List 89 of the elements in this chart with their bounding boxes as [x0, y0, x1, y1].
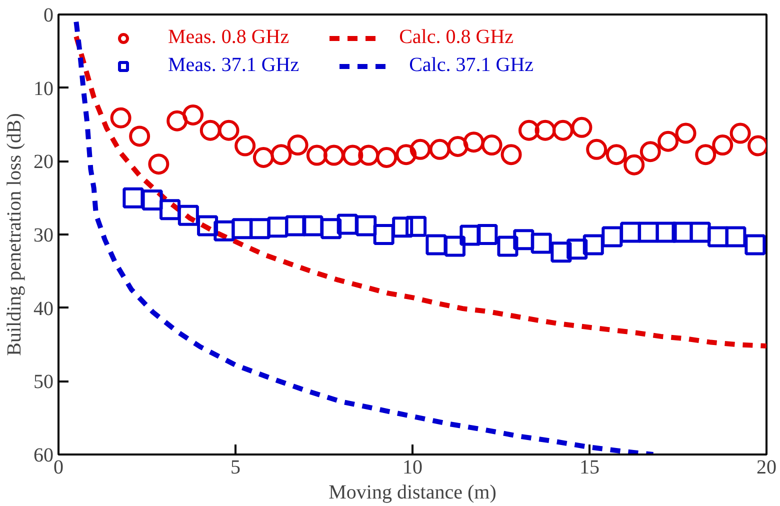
y-tick-label: 40: [34, 298, 54, 320]
point: [234, 135, 256, 156]
point: [148, 154, 170, 175]
point: [586, 138, 608, 160]
point: [267, 216, 288, 238]
point: [336, 214, 358, 235]
point: [142, 190, 163, 211]
x-tick-label: 5: [230, 456, 240, 478]
point: [110, 107, 132, 128]
x-axis-title: Moving distance (m): [328, 482, 496, 504]
point: [270, 144, 292, 166]
point: [638, 222, 659, 243]
point: [606, 144, 627, 166]
point: [285, 215, 306, 236]
point: [497, 236, 518, 257]
x-tick-label: 20: [756, 456, 776, 478]
point: [690, 222, 711, 243]
y-tick-label: 60: [34, 444, 54, 466]
point: [392, 216, 414, 238]
point: [672, 222, 693, 243]
legend-label: Calc. 37.1 GHz: [409, 54, 534, 77]
point: [656, 222, 677, 243]
point: [182, 104, 204, 126]
point: [302, 215, 324, 236]
point: [571, 116, 592, 138]
point: [602, 226, 623, 248]
point: [518, 120, 540, 141]
point: [122, 187, 144, 208]
point: [232, 218, 253, 240]
y-tick-label: 0: [44, 4, 54, 26]
legend-label: Meas. 0.8 GHz: [168, 26, 290, 49]
point: [620, 222, 642, 243]
y-axis-title: Building penetration loss (dB): [4, 113, 26, 356]
point: [658, 130, 679, 152]
point: [429, 138, 450, 160]
point: [463, 132, 484, 153]
point: [249, 218, 270, 240]
point: [197, 215, 218, 236]
point: [640, 141, 661, 162]
point: [447, 136, 468, 157]
point: [373, 224, 394, 245]
point: [178, 204, 199, 226]
y-tick-label: 10: [34, 78, 54, 100]
point: [582, 234, 604, 256]
point: [406, 216, 427, 237]
point: [725, 226, 746, 248]
point: [624, 154, 645, 176]
point: [306, 144, 328, 166]
x-tick-label: 15: [580, 456, 600, 478]
point: [342, 144, 364, 166]
point: [323, 144, 344, 166]
point: [712, 134, 734, 156]
point: [252, 147, 274, 168]
point: [730, 122, 751, 144]
point: [444, 236, 466, 257]
point: [426, 234, 447, 256]
point: [160, 199, 181, 220]
point: [410, 138, 431, 160]
point: [481, 134, 502, 156]
legend-label: Meas. 37.1 GHz: [168, 54, 300, 77]
point: [695, 144, 716, 166]
point: [500, 144, 522, 166]
x-tick-label: 10: [402, 456, 422, 478]
point: [476, 224, 498, 245]
point: [356, 215, 377, 236]
point: [675, 122, 696, 144]
y-tick-label: 30: [34, 224, 54, 246]
point: [287, 134, 308, 156]
y-tick-label: 50: [34, 371, 54, 394]
point: [358, 144, 380, 166]
y-tick-label: 20: [34, 151, 54, 174]
legend-label: Calc. 0.8 GHz: [399, 26, 514, 49]
point: [200, 120, 221, 141]
point: [218, 120, 240, 141]
point: [396, 144, 417, 166]
point: [550, 242, 572, 263]
point: [166, 110, 188, 132]
point: [530, 232, 552, 254]
point: [214, 220, 235, 242]
point: [744, 234, 766, 256]
point: [513, 229, 534, 250]
point: [376, 147, 398, 168]
point: [460, 224, 481, 246]
point: [534, 120, 556, 141]
point: [552, 120, 574, 141]
point: [566, 238, 588, 260]
point: [708, 226, 728, 248]
point: [320, 218, 342, 240]
point: [129, 126, 150, 147]
